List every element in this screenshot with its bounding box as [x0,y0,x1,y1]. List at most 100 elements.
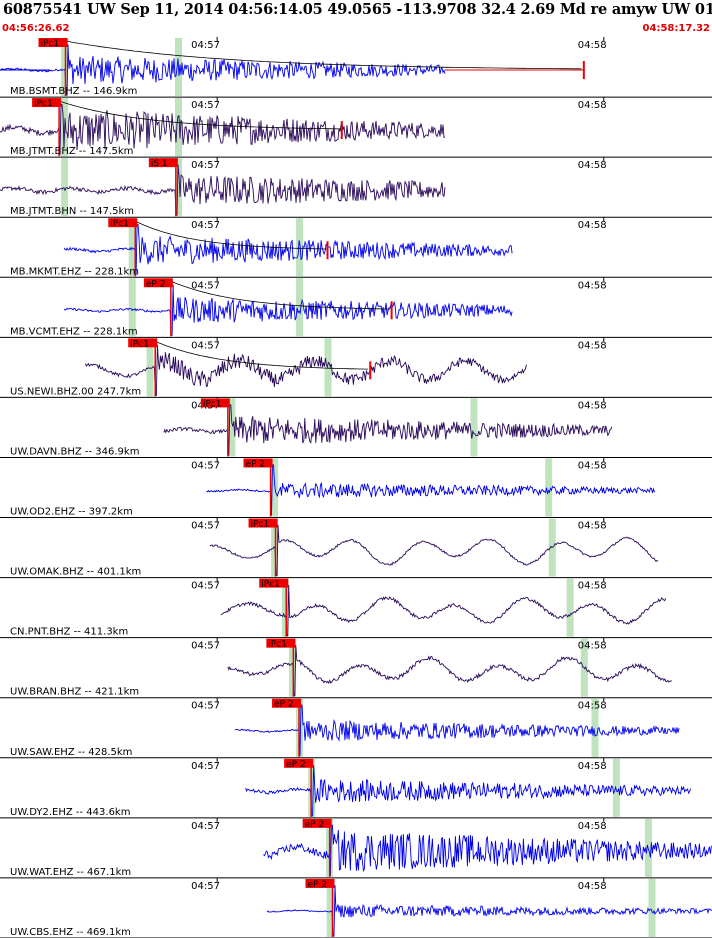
phase-window [288,638,296,697]
pick-flag[interactable]: iPc1 [259,578,289,590]
pick-flag-box [284,758,314,768]
trace-row[interactable]: 04:57 04:58 eP 2 UW.DY2.EHZ -- 443.6km [0,757,712,819]
pick-flag[interactable]: eP 2 [143,278,173,289]
trace-row[interactable]: 04:57 04:58 eP 2 UW.WAT.EHZ -- 467.1km [0,817,712,879]
coda-curve [155,340,369,370]
coda-curve [135,220,328,250]
station-label: MB.JTMT.BHZ -- 147.5km [10,146,133,157]
minute-tick-label: 04:57 [191,821,220,832]
minute-tick-label: 04:57 [191,521,220,532]
waveform [209,524,659,577]
minute-tick-label: 04:57 [191,160,220,171]
trace-row[interactable]: 04:57 04:58 eP 2 UW.CBS.EHZ -- 469.1km [0,877,712,938]
waveform [0,44,446,96]
trace-row[interactable]: 04:57 04:58 eP 2 UW.SAW.EHZ -- 428.5km [0,697,712,759]
station-label: US.NEWI.BHZ.00 247.7km [10,386,141,397]
station-label: MB.VCMT.EHZ -- 228.1km [10,326,138,337]
minute-tick-label: 04:58 [578,641,607,652]
trace-row[interactable]: 04:57 04:58 iPc1 MB.JTMT.BHZ -- 147.5km [0,97,712,158]
pick-flag[interactable]: iPc1 [200,398,230,409]
pick-flag[interactable]: iPc1 [128,338,158,349]
pick-label: iPc1 [261,580,280,590]
station-label: CN.PNT.BHZ -- 411.3km [10,627,128,638]
coda-curve [170,280,390,310]
coda-curve [65,40,582,70]
pick-flag[interactable]: eP 2 [302,818,332,830]
trace-row[interactable]: 04:57 04:58 iPc1 US.NEWI.BHZ.00 247.7km [0,337,712,398]
minute-tick-label: 04:58 [578,340,607,351]
trace-row[interactable]: 04:57 04:58 iPc1 CN.PNT.BHZ -- 411.3km [0,577,712,639]
pick-flag[interactable]: iPc1 [108,218,138,229]
trace-row[interactable]: 04:57 04:58 eP 2 UW.OD2.EHZ -- 397.2km [0,457,712,519]
pick-flag[interactable]: eP 2 [243,458,273,469]
trace-row[interactable]: 04:57 04:58 iPc1 UW.BRAN.BHZ -- 421.1km [0,637,712,699]
waveform [0,164,446,216]
pick-flag-box [272,698,302,708]
minute-tick-label: 04:57 [191,340,220,351]
pick-flag-box [305,878,335,888]
pick-flag[interactable]: eP 2 [305,878,335,890]
pick-flag[interactable]: iPc1 [266,638,296,650]
pick-flag[interactable]: eP 2 [284,758,314,770]
pick-flag-box [148,158,178,168]
waveform [63,284,513,336]
waveform [84,344,527,396]
waveform [263,824,712,876]
waveform [0,103,446,156]
pick-flag-box [143,278,173,288]
minute-tick-label: 04:57 [191,220,220,231]
phase-window [591,698,599,757]
phase-window [296,218,304,277]
station-label: UW.DY2.EHZ -- 443.6km [10,807,130,818]
station-label: UW.CBS.EHZ -- 469.1km [10,927,131,938]
station-label: UW.DAVN.BHZ -- 346.9km [10,446,139,457]
pick-flag-box [38,38,68,47]
pick-label: iPc1 [34,99,53,109]
station-label: MB.JTMT.BHN -- 147.5km [10,206,134,217]
phase-window [61,158,69,217]
minute-tick-label: 04:57 [191,641,220,652]
phase-window [146,338,154,397]
trace-row[interactable]: 04:57 04:58 iPc1 UW.OMAK.BHZ -- 401.1km [0,517,712,579]
waveform [63,224,513,276]
waveform [234,704,680,756]
time-end-label: 04:58:17.32 [642,23,710,34]
trace-row[interactable]: 04:57 04:58 iPc1 MB.BSMT.BHZ -- 146.9km [0,37,712,98]
phase-window [228,398,236,457]
pick-flag-box [200,398,230,408]
seismogram-panel[interactable]: 04:57 04:58 iPc1 MB.BSMT.BHZ -- 146.9km 04:5… [0,37,712,938]
pick-flag[interactable]: iPc1 [38,38,68,49]
pick-flag-box [108,218,138,228]
pick-flag[interactable]: iPc1 [32,98,62,109]
pick-label: eP 2 [308,880,328,890]
phase-window [175,98,182,157]
pick-flag-box [243,458,273,468]
minute-tick-label: 04:58 [578,881,607,892]
minute-tick-label: 04:57 [191,761,220,772]
minute-tick-label: 04:58 [578,220,607,231]
trace-row[interactable]: 04:57 04:58 iS 1 MB.JTMT.BHN -- 147.5km [0,157,712,218]
pick-flag-box [32,98,62,108]
minute-tick-label: 04:58 [578,400,607,411]
phase-window [61,38,69,97]
trace-row[interactable]: 04:57 04:58 eP 2 MB.VCMT.EHZ -- 228.1km [0,277,712,338]
pick-flag[interactable]: iPc1 [248,518,278,530]
pick-flag[interactable]: iS 1 [148,158,178,169]
minute-tick-label: 04:58 [578,701,607,712]
pick-label: eP 2 [286,760,306,770]
plot-header: 60875541 UW Sep 11, 2014 04:56:14.05 49.… [0,0,712,38]
pick-flag[interactable]: eP 2 [272,698,302,710]
trace-row[interactable]: 04:57 04:58 iPc1 MB.MKMT.EHZ -- 228.1km [0,217,712,278]
coda-curve [58,100,342,130]
minute-tick-label: 04:58 [578,40,607,51]
pick-label: iS 1 [151,159,168,169]
phase-window [281,578,289,637]
waveform [227,644,672,697]
waveform [266,885,712,937]
pick-flag-box [266,638,296,648]
phase-window [648,878,656,937]
minute-tick-label: 04:57 [191,100,220,111]
minute-tick-label: 04:58 [578,581,607,592]
